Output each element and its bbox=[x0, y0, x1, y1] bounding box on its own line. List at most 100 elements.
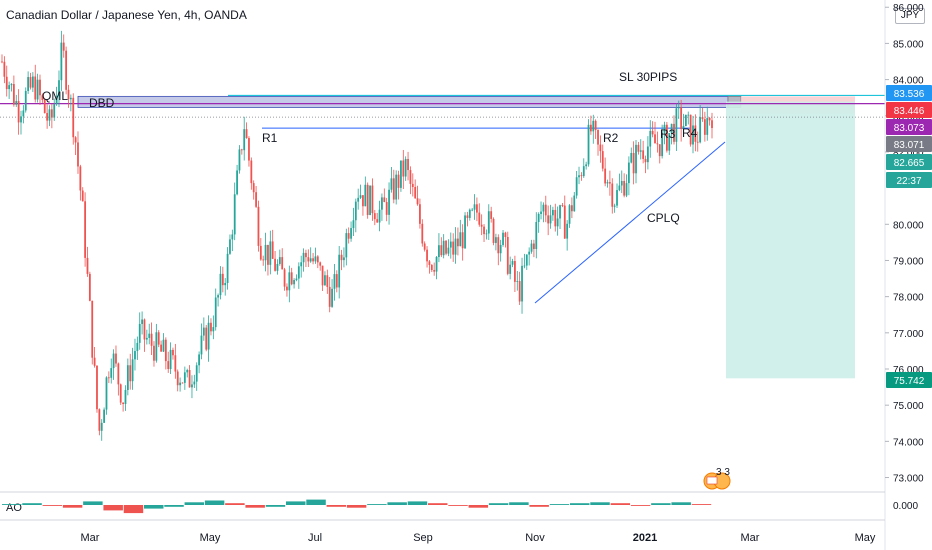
candle-body bbox=[236, 170, 238, 195]
ao-bar bbox=[204, 500, 225, 505]
candle-body bbox=[103, 409, 106, 423]
candle-body bbox=[39, 79, 41, 96]
candle-body bbox=[563, 205, 566, 239]
candle-body bbox=[157, 332, 160, 345]
candle-body bbox=[36, 79, 39, 100]
candle-body bbox=[445, 240, 447, 254]
candle-body bbox=[350, 228, 352, 239]
annotations: QML DBD SL 30PIPS R1 R2 R3 R4 CPLQ 3 3 bbox=[42, 70, 731, 490]
price-badge bbox=[886, 102, 932, 118]
candle-body bbox=[98, 409, 101, 431]
candle-body bbox=[324, 275, 326, 286]
ao-histogram bbox=[2, 499, 712, 514]
candle-body bbox=[136, 342, 139, 352]
candle-body bbox=[150, 333, 153, 346]
candle-body bbox=[43, 100, 46, 113]
candle-body bbox=[3, 61, 6, 77]
candle-body bbox=[525, 254, 528, 266]
candle-body bbox=[77, 142, 79, 167]
candle-body bbox=[518, 281, 521, 302]
candle-body bbox=[276, 263, 279, 271]
candle-body bbox=[15, 101, 18, 105]
price-badges: 83.536 83.446 83.073 83.071 82.665 22:37 75.74… bbox=[886, 85, 932, 388]
currency-badge[interactable]: JPY bbox=[895, 8, 925, 24]
candle-body bbox=[478, 212, 481, 225]
candle-body bbox=[352, 220, 355, 229]
candle-body bbox=[608, 182, 611, 184]
candle-body bbox=[658, 144, 661, 157]
candle-body bbox=[274, 258, 276, 271]
candle-body bbox=[198, 354, 200, 366]
candle-body bbox=[613, 205, 616, 207]
candle-body bbox=[542, 204, 545, 212]
events-badge: 3 3 bbox=[703, 467, 731, 490]
candle-body bbox=[183, 372, 186, 383]
canada-flag-icon bbox=[706, 476, 718, 485]
candle-body bbox=[124, 390, 127, 404]
candle-body bbox=[134, 351, 136, 360]
candle-body bbox=[694, 125, 697, 142]
candle-body bbox=[673, 123, 675, 142]
y-tick-label: 80.000 bbox=[893, 220, 924, 231]
candle-body bbox=[665, 124, 668, 151]
candle-body bbox=[96, 365, 98, 410]
candle-body bbox=[119, 384, 122, 403]
candle-body bbox=[314, 256, 317, 262]
candle-body bbox=[535, 221, 538, 249]
candle-body bbox=[5, 76, 8, 90]
candle-body bbox=[549, 215, 552, 224]
candle-body bbox=[167, 361, 170, 370]
candle-body bbox=[537, 214, 540, 222]
candle-body bbox=[207, 322, 210, 350]
candle-body bbox=[371, 185, 374, 214]
candle-body bbox=[160, 344, 162, 352]
candle-body bbox=[677, 107, 680, 109]
candle-body bbox=[31, 76, 34, 88]
candle-body bbox=[326, 275, 329, 287]
price-badge-label: 22:37 bbox=[896, 176, 921, 187]
candle-body bbox=[212, 327, 215, 332]
ao-bar bbox=[103, 505, 123, 511]
candle-body bbox=[188, 370, 191, 388]
candle-body bbox=[516, 281, 519, 282]
candle-body bbox=[530, 243, 533, 252]
candle-body bbox=[231, 234, 234, 240]
candle-body bbox=[438, 245, 440, 258]
candle-body bbox=[457, 238, 459, 247]
candle-body bbox=[84, 201, 87, 258]
candle-body bbox=[224, 283, 227, 286]
candle-body bbox=[191, 384, 193, 388]
drawing-lines bbox=[0, 94, 885, 304]
ao-bar bbox=[83, 501, 103, 505]
price-badge bbox=[886, 172, 932, 188]
candle-body bbox=[454, 238, 457, 255]
candle-body bbox=[81, 190, 84, 202]
y-tick-label: 79.000 bbox=[893, 256, 924, 267]
ao-bar bbox=[265, 505, 286, 507]
candle-body bbox=[646, 146, 649, 163]
ao-bar bbox=[570, 503, 590, 505]
candle-body bbox=[627, 162, 630, 184]
candle-body bbox=[162, 339, 165, 352]
candle-body bbox=[533, 243, 535, 249]
candle-body bbox=[661, 132, 664, 157]
price-badge-label: 83.446 bbox=[894, 106, 925, 117]
symbol-title[interactable]: Canadian Dollar / Japanese Yen, 4h, OAND… bbox=[6, 8, 247, 22]
candle-body bbox=[309, 258, 312, 262]
candle-body bbox=[556, 218, 559, 227]
ao-bar bbox=[529, 505, 549, 507]
candle-body bbox=[376, 219, 379, 223]
candle-body bbox=[476, 204, 478, 213]
qml-label: QML bbox=[42, 89, 68, 103]
candle-body bbox=[300, 262, 303, 267]
ao-bar bbox=[144, 505, 164, 509]
candle-body bbox=[390, 178, 393, 190]
candle-body bbox=[703, 119, 706, 135]
x-tick-label: Nov bbox=[525, 532, 545, 544]
candle-body bbox=[580, 175, 583, 177]
candle-body bbox=[250, 160, 253, 184]
candle-body bbox=[392, 178, 395, 200]
candle-body bbox=[492, 218, 495, 243]
ao-bar bbox=[468, 505, 489, 508]
